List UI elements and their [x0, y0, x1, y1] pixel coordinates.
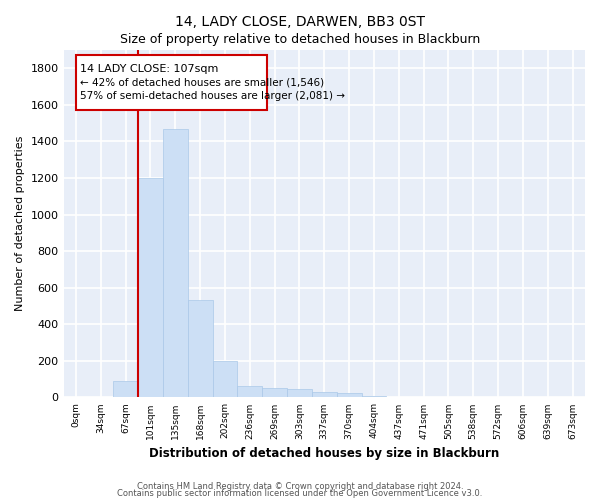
Text: 14, LADY CLOSE, DARWEN, BB3 0ST: 14, LADY CLOSE, DARWEN, BB3 0ST [175, 15, 425, 29]
X-axis label: Distribution of detached houses by size in Blackburn: Distribution of detached houses by size … [149, 447, 499, 460]
Bar [163, 128, 188, 398]
Bar [138, 178, 163, 398]
Bar [262, 388, 287, 398]
Bar [238, 386, 262, 398]
Bar [362, 396, 386, 398]
Text: Contains HM Land Registry data © Crown copyright and database right 2024.: Contains HM Land Registry data © Crown c… [137, 482, 463, 491]
Bar [76, 56, 267, 110]
Text: 57% of semi-detached houses are larger (2,081) →: 57% of semi-detached houses are larger (… [80, 91, 344, 101]
Text: ← 42% of detached houses are smaller (1,546): ← 42% of detached houses are smaller (1,… [80, 78, 324, 88]
Bar [287, 389, 312, 398]
Text: Contains public sector information licensed under the Open Government Licence v3: Contains public sector information licen… [118, 489, 482, 498]
Bar [212, 361, 238, 398]
Text: 14 LADY CLOSE: 107sqm: 14 LADY CLOSE: 107sqm [80, 64, 218, 74]
Bar [337, 393, 362, 398]
Y-axis label: Number of detached properties: Number of detached properties [15, 136, 25, 312]
Bar [188, 300, 212, 398]
Bar [312, 392, 337, 398]
Bar [113, 381, 138, 398]
Text: Size of property relative to detached houses in Blackburn: Size of property relative to detached ho… [120, 32, 480, 46]
